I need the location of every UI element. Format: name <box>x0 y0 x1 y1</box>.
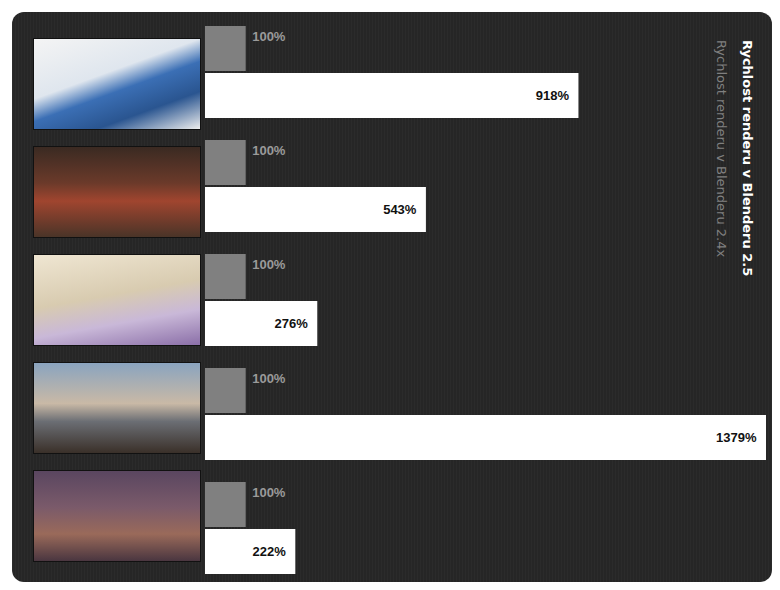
svg-text:276%: 276% <box>275 316 309 331</box>
svg-text:100%: 100% <box>252 485 286 500</box>
html-text:Rychlost renderu v Blenderu 2.: Rychlost renderu v Blenderu 2.4x <box>714 40 729 258</box>
svg-text:100%: 100% <box>252 257 286 272</box>
svg-text:100%: 100% <box>252 29 286 44</box>
svg-text:543%: 543% <box>383 202 417 217</box>
svg-text:100%: 100% <box>252 143 286 158</box>
svg-text:100%: 100% <box>252 371 286 386</box>
svg-text:918%: 918% <box>536 88 570 103</box>
html-text:Rychlost renderu v Blenderu 2.: Rychlost renderu v Blenderu 2.5 <box>740 40 755 277</box>
svg-text:222%: 222% <box>253 544 287 559</box>
svg-text:1379%: 1379% <box>716 430 757 445</box>
